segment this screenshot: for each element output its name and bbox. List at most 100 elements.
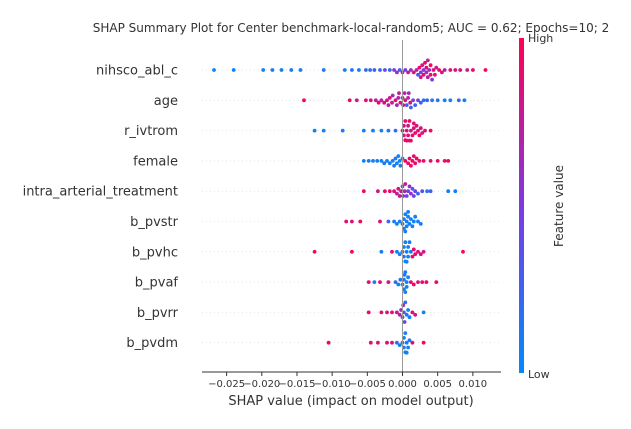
shap-point bbox=[396, 282, 401, 287]
shap-point bbox=[403, 212, 408, 217]
shap-point bbox=[410, 186, 415, 191]
shap-point bbox=[378, 280, 382, 284]
shap-point bbox=[406, 345, 410, 350]
shap-point bbox=[403, 290, 408, 294]
colorbar bbox=[519, 38, 524, 373]
shap-point bbox=[420, 63, 425, 68]
shap-point bbox=[385, 98, 389, 103]
shap-point bbox=[397, 68, 402, 72]
shap-point bbox=[378, 68, 382, 72]
shap-point bbox=[390, 310, 394, 315]
shap-point bbox=[302, 98, 306, 103]
shap-point bbox=[403, 159, 408, 163]
shap-point bbox=[424, 70, 429, 75]
shap-point bbox=[392, 68, 396, 72]
shap-point bbox=[418, 252, 423, 257]
shap-point bbox=[448, 98, 453, 103]
shap-point bbox=[416, 98, 420, 103]
shap-point bbox=[434, 280, 439, 284]
shap-point bbox=[442, 98, 447, 103]
shap-point bbox=[428, 128, 433, 133]
shap-point bbox=[421, 72, 426, 77]
data-points bbox=[212, 58, 488, 355]
shap-point bbox=[397, 343, 402, 347]
shap-point bbox=[406, 308, 410, 312]
shap-point bbox=[437, 68, 441, 72]
shap-point bbox=[326, 340, 331, 345]
shap-point bbox=[421, 68, 426, 72]
shap-point bbox=[425, 189, 429, 194]
shap-point bbox=[398, 163, 403, 168]
shap-point bbox=[397, 91, 401, 95]
shap-point bbox=[409, 249, 413, 254]
shap-point bbox=[424, 280, 429, 284]
shap-point bbox=[382, 161, 387, 166]
shap-point bbox=[425, 58, 430, 63]
shap-point bbox=[398, 277, 403, 282]
shap-point bbox=[393, 98, 398, 103]
shap-point bbox=[392, 219, 396, 224]
shap-point bbox=[321, 128, 326, 133]
shap-point bbox=[416, 128, 420, 133]
shap-point bbox=[456, 98, 461, 103]
x-tick-label: 0.005 bbox=[423, 379, 452, 390]
shap-point bbox=[403, 300, 408, 305]
shap-point bbox=[397, 159, 402, 163]
shap-point bbox=[406, 214, 410, 219]
feature-label: b_pvhc bbox=[132, 245, 178, 260]
shap-point bbox=[397, 219, 402, 224]
shap-point bbox=[383, 189, 387, 194]
shap-point bbox=[393, 156, 398, 161]
shap-point bbox=[414, 68, 419, 72]
shap-point bbox=[398, 100, 403, 105]
shap-point bbox=[395, 222, 399, 226]
shap-point bbox=[378, 219, 382, 224]
shap-point bbox=[411, 282, 416, 287]
feature-label: female bbox=[133, 154, 178, 169]
shap-point bbox=[261, 68, 266, 72]
shap-point bbox=[406, 123, 410, 128]
feature-label: b_pvdm bbox=[126, 336, 178, 351]
shap-point bbox=[406, 91, 411, 95]
shap-point bbox=[411, 154, 416, 159]
shap-point bbox=[413, 214, 418, 219]
x-tick-label: −0.015 bbox=[278, 379, 315, 390]
shap-point bbox=[403, 119, 408, 123]
shap-point bbox=[409, 105, 413, 110]
shap-point bbox=[376, 340, 380, 345]
shap-point bbox=[409, 280, 413, 284]
shap-point bbox=[354, 98, 359, 103]
shap-point bbox=[382, 100, 387, 105]
shap-point bbox=[410, 340, 415, 345]
shap-point bbox=[414, 123, 419, 128]
shap-point bbox=[403, 240, 408, 245]
shap-point bbox=[461, 249, 465, 254]
shap-point bbox=[395, 191, 399, 196]
shap-point bbox=[270, 68, 275, 72]
shap-point bbox=[428, 72, 433, 77]
shap-point bbox=[358, 219, 363, 224]
shap-point bbox=[413, 312, 418, 317]
shap-point bbox=[442, 159, 447, 163]
shap-point bbox=[416, 191, 420, 196]
shap-point bbox=[404, 249, 409, 254]
shap-point bbox=[418, 100, 423, 105]
shap-point bbox=[406, 245, 410, 249]
shap-point bbox=[411, 194, 416, 198]
shap-point bbox=[440, 70, 444, 75]
shap-point bbox=[406, 70, 410, 75]
x-tick-label: 0.000 bbox=[388, 379, 417, 390]
shap-point bbox=[404, 340, 409, 345]
shap-point bbox=[446, 159, 451, 163]
shap-point bbox=[368, 98, 373, 103]
shap-point bbox=[406, 275, 410, 280]
shap-point bbox=[428, 189, 433, 194]
shap-point bbox=[421, 159, 426, 163]
shap-point bbox=[312, 128, 317, 133]
shap-point bbox=[393, 280, 398, 284]
x-axis-label: SHAP value (impact on model output) bbox=[228, 394, 473, 409]
feature-label: age bbox=[154, 94, 178, 109]
shap-point bbox=[385, 159, 389, 163]
shap-point bbox=[364, 98, 368, 103]
shap-point bbox=[411, 70, 416, 75]
